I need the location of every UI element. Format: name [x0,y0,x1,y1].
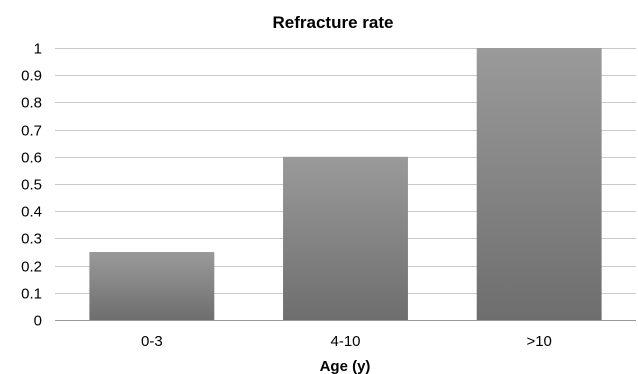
y-tick-label: 0.5 [21,177,42,194]
x-tick-label: 0-3 [141,333,163,350]
chart-title: Refracture rate [273,13,394,32]
y-tick-label: 0.8 [21,95,42,112]
x-tick-label: 4-10 [330,333,360,350]
x-axis-title: Age (y) [320,358,371,374]
bar-2 [283,156,408,320]
bar-3 [476,48,602,320]
y-tick-label: 0.2 [21,259,42,276]
y-tick-label: 0.7 [21,123,42,140]
y-tick-label: 0.1 [21,286,42,303]
y-tick-label: 0 [34,313,42,330]
y-tick-label: 0.4 [21,204,42,221]
bar-1 [89,252,215,320]
x-axis-ticks: 0-3 4-10 >10 [141,333,552,350]
x-tick-label: >10 [526,333,551,350]
y-tick-label: 1 [34,41,42,58]
y-tick-label: 0.3 [21,231,42,248]
y-tick-label: 0.9 [21,68,42,85]
y-axis-ticks: 0 0.1 0.2 0.3 0.4 0.5 0.6 0.7 0.8 0.9 1 [21,41,42,330]
y-tick-label: 0.6 [21,150,42,167]
bars [89,48,602,320]
